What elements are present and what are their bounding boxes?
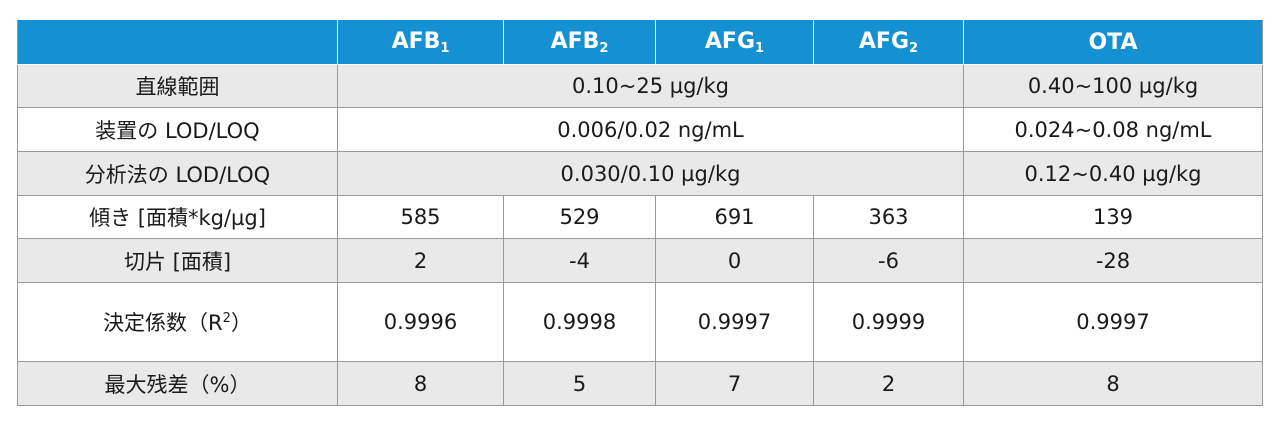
header-ota: OTA — [963, 20, 1263, 65]
header-row: AFB1 AFB2 AFG1 AFG2 OTA — [17, 20, 1263, 65]
cell-afg2: 2 — [813, 361, 964, 406]
row-linear-range: 直線範囲 0.10~25 µg/kg 0.40~100 µg/kg — [17, 64, 1263, 108]
cell-afb2: 529 — [503, 195, 656, 239]
row-method-lod-loq: 分析法の LOD/LOQ 0.030/0.10 µg/kg 0.12~0.40 … — [17, 151, 1263, 196]
row-label: 装置の LOD/LOQ — [17, 107, 338, 152]
cell-ota-value: 0.024~0.08 ng/mL — [963, 107, 1263, 152]
header-afb2: AFB2 — [503, 20, 656, 65]
cell-aflatoxin-value: 0.006/0.02 ng/mL — [337, 107, 964, 152]
cell-ota: 8 — [963, 361, 1263, 406]
cell-afg1: 0.9997 — [655, 282, 814, 362]
cell-aflatoxin-value: 0.030/0.10 µg/kg — [337, 151, 964, 196]
row-max-residual: 最大残差（%） 8 5 7 2 8 — [17, 361, 1263, 406]
results-table: AFB1 AFB2 AFG1 AFG2 OTA 直線範囲 0.10~25 µg/… — [17, 20, 1263, 406]
header-afg2: AFG2 — [813, 20, 964, 65]
cell-afb1: 0.9996 — [337, 282, 504, 362]
header-afg1: AFG1 — [655, 20, 814, 65]
cell-ota-value: 0.12~0.40 µg/kg — [963, 151, 1263, 196]
row-intercept: 切片 [面積] 2 -4 0 -6 -28 — [17, 238, 1263, 283]
cell-afg1: 7 — [655, 361, 814, 406]
row-label: 最大残差（%） — [17, 361, 338, 406]
cell-afg1: 691 — [655, 195, 814, 239]
cell-afg2: 0.9999 — [813, 282, 964, 362]
cell-afb2: 0.9998 — [503, 282, 656, 362]
row-label: 決定係数（R2） — [17, 282, 338, 362]
cell-ota: 139 — [963, 195, 1263, 239]
cell-afg2: -6 — [813, 238, 964, 283]
row-slope: 傾き [面積*kg/µg] 585 529 691 363 139 — [17, 195, 1263, 239]
cell-afg1: 0 — [655, 238, 814, 283]
cell-aflatoxin-value: 0.10~25 µg/kg — [337, 64, 964, 108]
cell-afb1: 585 — [337, 195, 504, 239]
row-label: 分析法の LOD/LOQ — [17, 151, 338, 196]
cell-ota: -28 — [963, 238, 1263, 283]
row-label: 切片 [面積] — [17, 238, 338, 283]
row-label: 直線範囲 — [17, 64, 338, 108]
cell-afb2: -4 — [503, 238, 656, 283]
header-afb1: AFB1 — [337, 20, 504, 65]
cell-afg2: 363 — [813, 195, 964, 239]
cell-ota: 0.9997 — [963, 282, 1263, 362]
row-instrument-lod-loq: 装置の LOD/LOQ 0.006/0.02 ng/mL 0.024~0.08 … — [17, 107, 1263, 152]
cell-afb1: 8 — [337, 361, 504, 406]
cell-ota-value: 0.40~100 µg/kg — [963, 64, 1263, 108]
header-empty-cell — [17, 20, 338, 65]
cell-afb2: 5 — [503, 361, 656, 406]
row-r-squared: 決定係数（R2） 0.9996 0.9998 0.9997 0.9999 0.9… — [17, 282, 1263, 362]
cell-afb1: 2 — [337, 238, 504, 283]
row-label: 傾き [面積*kg/µg] — [17, 195, 338, 239]
